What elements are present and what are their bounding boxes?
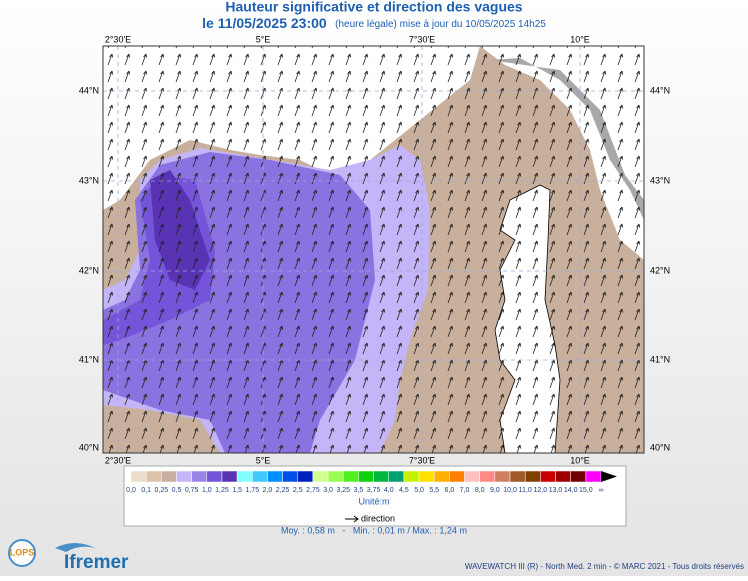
footer: WAVEWATCH III (R) - North Med. 2 min - ©… <box>465 562 744 571</box>
colorbar-swatch <box>327 470 344 483</box>
colorbar-swatch <box>555 470 571 483</box>
lon-label-top: 5°E <box>256 34 271 44</box>
legend-direction: direction <box>361 513 395 523</box>
ifremer-wave <box>55 543 95 552</box>
colorbar-label: 5,0 <box>414 487 424 494</box>
colorbar-label: 10,0 <box>503 487 517 494</box>
colorbar-label: 0,25 <box>155 487 169 494</box>
colorbar-swatch <box>206 470 223 483</box>
lon-label-top: 2°30'E <box>105 34 131 44</box>
ifremer-text: Ifremer <box>64 552 129 573</box>
colorbar-swatch <box>494 470 511 483</box>
colorbar-label: 1,0 <box>202 487 212 494</box>
colorbar-swatch <box>130 470 147 483</box>
colorbar-label: 12,0 <box>534 487 548 494</box>
colorbar-label: 9,0 <box>490 487 500 494</box>
colorbar-label: 3,75 <box>367 487 381 494</box>
colorbar-swatch <box>388 470 405 483</box>
colorbar-label: 2,75 <box>306 487 320 494</box>
colorbar-label: 0,75 <box>185 487 199 494</box>
colorbar-swatch <box>509 470 526 483</box>
title: Hauteur significative et direction des v… <box>225 0 522 15</box>
colorbar-swatch <box>282 470 299 483</box>
colorbar-swatch <box>176 470 192 483</box>
colorbar-swatch <box>433 470 450 483</box>
colorbar-label: 0,5 <box>172 487 182 494</box>
date: le 11/05/2025 23:00 <box>202 15 327 31</box>
colorbar-swatch <box>479 470 496 483</box>
lon-label-top: 7°30'E <box>409 34 435 44</box>
colorbar-swatch <box>418 470 435 483</box>
colorbar-swatch <box>373 470 389 483</box>
colorbar-label: 2,0 <box>263 487 273 494</box>
colorbar-label: ∞ <box>599 487 604 494</box>
colorbar-label: 4,0 <box>384 487 394 494</box>
colorbar-label: 1,5 <box>232 487 242 494</box>
lat-label-right: 43°N <box>650 175 670 185</box>
lat-label-left: 40°N <box>79 442 99 452</box>
lat-label-right: 44°N <box>650 85 670 95</box>
lat-label-right: 42°N <box>650 265 670 275</box>
colorbar-swatch <box>252 470 268 483</box>
subtitle: le 11/05/2025 23:00 (heure légale) mise … <box>202 15 546 33</box>
lon-label-top: 10°E <box>570 34 590 44</box>
colorbar-label: 1,25 <box>215 487 229 494</box>
colorbar-swatch <box>221 470 238 483</box>
lon-label-bottom: 2°30'E <box>105 455 131 465</box>
colorbar-label: 11,0 <box>519 487 532 494</box>
colorbar-label: 6,0 <box>445 487 455 494</box>
map-area <box>103 46 644 453</box>
colorbar-swatch <box>161 470 177 483</box>
lon-label-bottom: 5°E <box>256 455 271 465</box>
stats: Moy. : 0,58 m - Min. : 0,01 m / Max. : 1… <box>281 525 467 535</box>
colorbar-label: 5,5 <box>429 487 439 494</box>
colorbar-label: 3,0 <box>323 487 333 494</box>
lat-label-right: 40°N <box>650 442 670 452</box>
colorbar-swatch <box>570 470 587 483</box>
colorbar-swatch <box>312 470 329 483</box>
colorbar-swatch <box>236 470 253 483</box>
colorbar-label: 3,5 <box>354 487 364 494</box>
lops-logo <box>8 539 36 567</box>
legend-unit: Unité:m <box>358 496 389 506</box>
colorbar-swatch <box>267 470 283 483</box>
colorbar-label: 13,0 <box>549 487 563 494</box>
colorbar-swatch <box>358 470 374 483</box>
colorbar-label: 0,1 <box>141 487 151 494</box>
colorbar-swatch <box>524 470 541 483</box>
colorbar-swatch <box>540 470 556 483</box>
colorbar-swatch <box>145 470 162 483</box>
update-note: (heure légale) mise à jour du 10/05/2025… <box>335 19 546 30</box>
colorbar-label: 15,0 <box>579 487 593 494</box>
lat-label-left: 44°N <box>79 85 99 95</box>
lon-label-bottom: 7°30'E <box>409 455 435 465</box>
colorbar-swatch <box>464 470 480 483</box>
colorbar-label: 1,75 <box>245 487 259 494</box>
colorbar-swatch <box>343 470 359 483</box>
map-frame <box>102 45 645 454</box>
lon-label-bottom: 10°E <box>570 455 590 465</box>
colorbar-label: 14,0 <box>564 487 578 494</box>
colorbar-label: 2,5 <box>293 487 303 494</box>
lops-text: LOPS <box>10 547 35 557</box>
colorbar-swatch <box>297 470 314 483</box>
direction-arrow <box>345 515 359 523</box>
colorbar-end <box>601 471 617 482</box>
colorbar-swatch <box>585 470 602 483</box>
colorbar-swatch <box>449 470 465 483</box>
colorbar-label: 8,0 <box>475 487 485 494</box>
colorbar-label: 7,0 <box>460 487 470 494</box>
colorbar-label: 0,0 <box>126 487 136 494</box>
lat-label-left: 43°N <box>79 175 99 185</box>
colorbar-label: 2,25 <box>276 487 290 494</box>
colorbar-swatch <box>403 470 420 483</box>
lat-label-left: 42°N <box>79 265 99 275</box>
lat-label-left: 41°N <box>79 354 99 364</box>
lat-label-right: 41°N <box>650 354 670 364</box>
colorbar-label: 4,5 <box>399 487 409 494</box>
colorbar-label: 3,25 <box>336 487 350 494</box>
colorbar-swatch <box>191 470 208 483</box>
